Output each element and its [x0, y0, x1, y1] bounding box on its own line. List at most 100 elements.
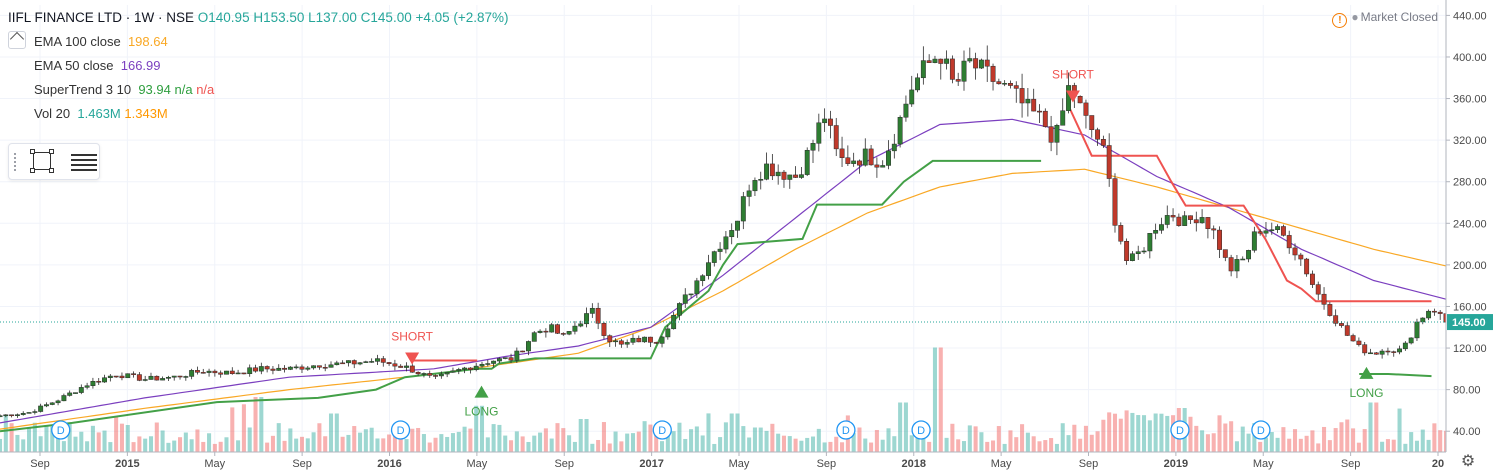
volume-bar — [172, 440, 177, 452]
collapse-arrow-icon[interactable] — [8, 31, 26, 49]
price-tick-label: 320.00 — [1453, 135, 1487, 147]
candle-body — [1008, 83, 1013, 86]
volume-bar — [1043, 440, 1048, 452]
candle-body — [142, 379, 148, 381]
volume-bar — [613, 431, 618, 452]
volume-bar — [50, 426, 55, 452]
drawing-toolbar — [8, 143, 100, 180]
candle-body — [293, 366, 299, 369]
candle-body — [711, 251, 717, 263]
candle-body — [1280, 226, 1286, 236]
price-axis-bg — [1446, 0, 1494, 474]
ohlc-values: O140.95 H153.50 L137.00 C145.00 +4.05 (+… — [197, 10, 509, 25]
candle-body — [1257, 231, 1263, 234]
candle-body — [775, 171, 781, 177]
candle-body — [857, 160, 862, 166]
volume-bar — [381, 438, 386, 452]
legend-supertrend[interactable]: SuperTrend 3 10 93.94 n/a n/a — [34, 82, 214, 97]
volume-bar — [61, 441, 66, 452]
volume-bar — [503, 435, 508, 452]
volume-bar — [741, 426, 746, 452]
volume-bar — [927, 441, 932, 452]
volume-bar — [1025, 432, 1030, 452]
candle-body — [1327, 304, 1333, 316]
volume-bar — [44, 425, 49, 452]
candle-body — [404, 365, 409, 368]
volume-bar — [985, 441, 990, 452]
dividend-label: D — [57, 425, 65, 437]
candle-body — [555, 324, 560, 334]
time-tick-label: May — [204, 458, 225, 470]
volume-bar — [973, 426, 978, 452]
volume-bar — [218, 441, 223, 452]
volume-bar — [509, 440, 514, 452]
rectangle-tool-icon[interactable] — [30, 149, 54, 173]
volume-bar — [1112, 413, 1118, 452]
candle-body — [206, 370, 212, 373]
candle-body — [862, 148, 868, 166]
volume-bar — [979, 432, 984, 452]
candle-body — [20, 413, 26, 415]
candle-body — [1339, 323, 1344, 326]
candle-body — [1013, 85, 1019, 89]
dividend-label: D — [1257, 425, 1265, 437]
volume-bar — [938, 347, 943, 452]
candle-body — [735, 220, 740, 231]
candle-body — [1385, 350, 1391, 353]
volume-bar — [497, 424, 502, 452]
candle-body — [1066, 85, 1071, 111]
volume-bar — [346, 434, 351, 452]
volume-bar — [323, 436, 328, 452]
candle-body — [1217, 229, 1222, 250]
time-tick-label: 2016 — [377, 458, 401, 470]
candle-body — [613, 340, 619, 343]
symbol-title[interactable]: IIFL FINANCE LTD · 1W · NSE — [8, 10, 195, 25]
legend-volume[interactable]: Vol 20 1.463M 1.343M — [34, 106, 168, 121]
candle-body — [1275, 226, 1281, 230]
candle-body — [84, 385, 90, 388]
volume-bar — [1066, 435, 1071, 452]
candle-body — [1251, 231, 1257, 251]
legend-value: n/a — [196, 82, 215, 97]
volume-bar — [1136, 415, 1141, 452]
candle-body — [14, 414, 20, 416]
gear-icon[interactable]: ⚙ — [1460, 453, 1476, 470]
legend-ema100[interactable]: EMA 100 close 198.64 — [34, 34, 168, 49]
volume-bar — [1240, 426, 1245, 452]
candle-body — [1333, 315, 1339, 324]
candle-body — [758, 178, 764, 181]
candle-body — [247, 367, 253, 375]
volume-bar — [1269, 432, 1274, 452]
drag-handle[interactable] — [13, 152, 17, 172]
volume-bar — [450, 433, 455, 452]
candle-body — [1048, 126, 1054, 143]
volume-bar — [189, 439, 194, 452]
candle-body — [520, 350, 526, 353]
dividend-label: D — [842, 425, 850, 437]
volume-bar — [648, 424, 653, 452]
long-signal-marker — [1359, 366, 1374, 379]
candle-body — [194, 370, 200, 373]
volume-bar — [671, 431, 676, 452]
candle-body — [984, 59, 990, 67]
volume-bar — [1327, 440, 1332, 452]
lines-tool-icon[interactable] — [71, 153, 97, 171]
volume-bar — [851, 432, 856, 452]
candle-body — [282, 367, 288, 370]
candle-body — [1106, 145, 1112, 179]
legend-label: EMA 50 close — [34, 58, 114, 73]
candle-body — [421, 373, 427, 375]
volume-bar — [996, 426, 1001, 452]
volume-bar — [642, 421, 647, 452]
candle-body — [1420, 317, 1426, 323]
candle-body — [496, 358, 502, 362]
last-price-label: 145.00 — [1452, 317, 1486, 329]
warning-icon[interactable]: ! — [1332, 13, 1348, 28]
volume-bar — [1223, 423, 1228, 452]
candle-body — [700, 275, 706, 281]
candle-body — [479, 363, 485, 367]
legend-ema50[interactable]: EMA 50 close 166.99 — [34, 58, 161, 73]
volume-bar — [1252, 423, 1257, 452]
candle-body — [944, 58, 950, 64]
